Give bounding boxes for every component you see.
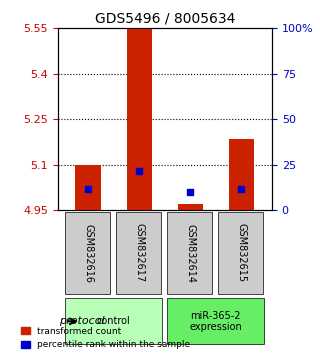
Point xyxy=(86,186,91,192)
Bar xyxy=(228,139,254,210)
FancyBboxPatch shape xyxy=(218,212,263,294)
Text: miR-365-2
expression: miR-365-2 expression xyxy=(189,310,242,332)
Legend: transformed count, percentile rank within the sample: transformed count, percentile rank withi… xyxy=(20,327,190,349)
FancyBboxPatch shape xyxy=(65,298,162,344)
FancyBboxPatch shape xyxy=(116,212,161,294)
Bar xyxy=(178,204,203,210)
Text: GSM832614: GSM832614 xyxy=(185,223,195,282)
Bar xyxy=(76,165,101,210)
Text: GSM832616: GSM832616 xyxy=(83,223,93,282)
FancyBboxPatch shape xyxy=(65,212,110,294)
Title: GDS5496 / 8005634: GDS5496 / 8005634 xyxy=(95,12,235,26)
Text: GSM832617: GSM832617 xyxy=(134,223,144,282)
Bar xyxy=(126,28,152,210)
FancyBboxPatch shape xyxy=(167,298,264,344)
Text: control: control xyxy=(97,316,131,326)
Text: GSM832615: GSM832615 xyxy=(236,223,246,282)
FancyBboxPatch shape xyxy=(167,212,212,294)
Text: protocol: protocol xyxy=(59,316,104,326)
Point xyxy=(188,189,193,195)
Point xyxy=(137,168,142,174)
Point xyxy=(239,186,244,192)
